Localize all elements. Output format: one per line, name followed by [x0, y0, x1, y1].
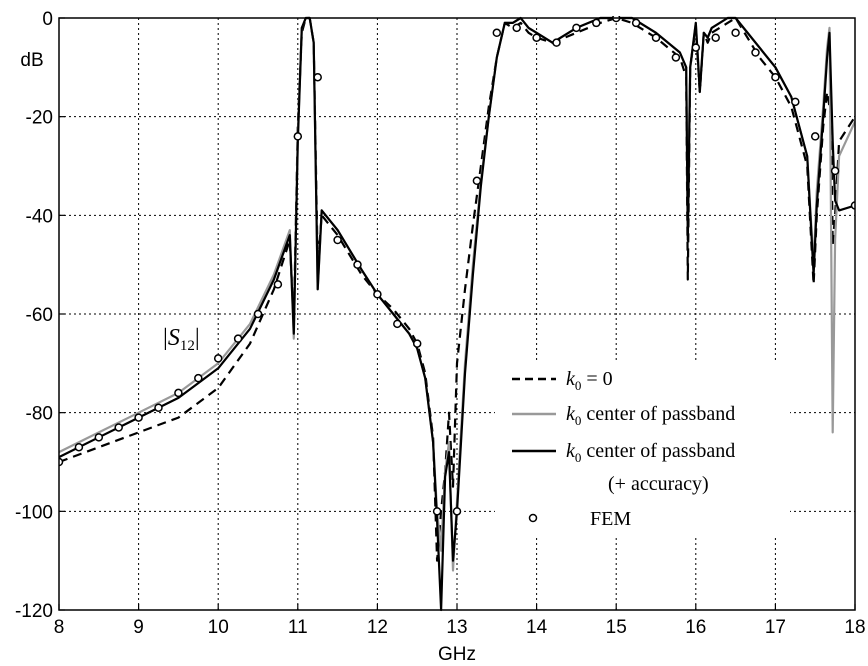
legend-marker-fem	[528, 513, 538, 523]
fem-marker	[59, 457, 64, 467]
fem-marker	[412, 339, 422, 348]
x-tick-label: 15	[606, 617, 627, 638]
fem-marker	[492, 28, 502, 38]
annotation-main: S	[168, 325, 180, 351]
y-tick-label: 0	[42, 9, 53, 30]
x-tick-label: 12	[367, 617, 388, 638]
fem-marker	[512, 23, 521, 33]
x-tick-label: 18	[844, 617, 865, 638]
fem-marker	[671, 53, 681, 62]
s12-annotation: |S12|	[163, 325, 200, 354]
fem-marker	[731, 28, 740, 38]
x-axis-label: GHz	[438, 644, 476, 665]
fem-marker	[273, 280, 283, 289]
y-tick-label: -100	[15, 502, 53, 523]
x-tick-label: 17	[765, 617, 786, 638]
x-tick-label: 11	[288, 617, 308, 638]
fem-marker	[134, 413, 143, 422]
fem-marker	[771, 72, 780, 82]
fem-marker	[94, 433, 104, 442]
legend-label-k0-zero: k0 = 0	[566, 368, 613, 393]
fem-marker	[154, 403, 163, 412]
y-tick-label: -120	[15, 601, 53, 622]
fem-marker	[711, 33, 720, 42]
fem-marker	[293, 132, 303, 141]
fem-marker	[393, 319, 402, 329]
svg-text:|S12|: |S12|	[163, 325, 200, 354]
fem-marker	[353, 260, 362, 269]
fem-marker	[114, 423, 123, 432]
fem-marker	[373, 290, 382, 299]
x-tick-label: 13	[446, 617, 467, 638]
y-tick-label: -20	[26, 108, 53, 129]
fem-marker	[631, 18, 641, 28]
y-axis-label: dB	[20, 50, 43, 71]
legend: k0 = 0 k0 center of passband k0 center o…	[495, 360, 790, 535]
legend-label-k0-accuracy-line2: (+ accuracy)	[608, 473, 709, 495]
fem-marker	[651, 33, 661, 42]
fem-marker	[174, 388, 183, 398]
fem-marker	[532, 33, 541, 42]
fem-marker	[572, 23, 581, 33]
fem-marker	[333, 235, 342, 245]
x-tick-label: 9	[133, 617, 144, 638]
fem-marker	[313, 72, 322, 82]
fem-marker	[810, 132, 820, 141]
fem-marker	[791, 97, 800, 107]
x-tick-label: 16	[685, 617, 706, 638]
fem-marker	[432, 507, 442, 516]
fem-marker	[751, 48, 760, 57]
fem-marker	[74, 442, 84, 452]
grid-lines	[59, 18, 855, 610]
x-tick-label: 10	[208, 617, 229, 638]
x-tick-label: 8	[54, 617, 65, 638]
tick-labels: 8 9 10 11 12 13 14 15 16 17 18 0 -20 -40 -60 -80 -100 -12…	[15, 9, 866, 638]
fem-marker	[691, 43, 701, 52]
legend-label-k0-accuracy: k0 center of passband	[566, 440, 735, 465]
fem-marker	[253, 309, 263, 319]
fem-marker	[194, 373, 203, 383]
legend-label-fem: FEM	[590, 508, 631, 530]
fem-marker	[830, 166, 840, 176]
fem-marker	[452, 507, 462, 516]
fem-marker	[552, 38, 561, 47]
fem-marker	[592, 18, 601, 28]
annotation-sub: 12	[180, 338, 195, 354]
legend-label-k0-center: k0 center of passband	[566, 403, 735, 428]
fem-marker	[233, 334, 243, 343]
x-tick-label: 14	[526, 617, 548, 638]
fem-marker	[850, 201, 855, 210]
y-tick-label: -60	[26, 305, 53, 326]
y-tick-label: -40	[26, 206, 53, 227]
y-tick-label: -80	[26, 404, 53, 425]
fem-marker	[472, 176, 482, 186]
fem-marker	[213, 354, 223, 363]
